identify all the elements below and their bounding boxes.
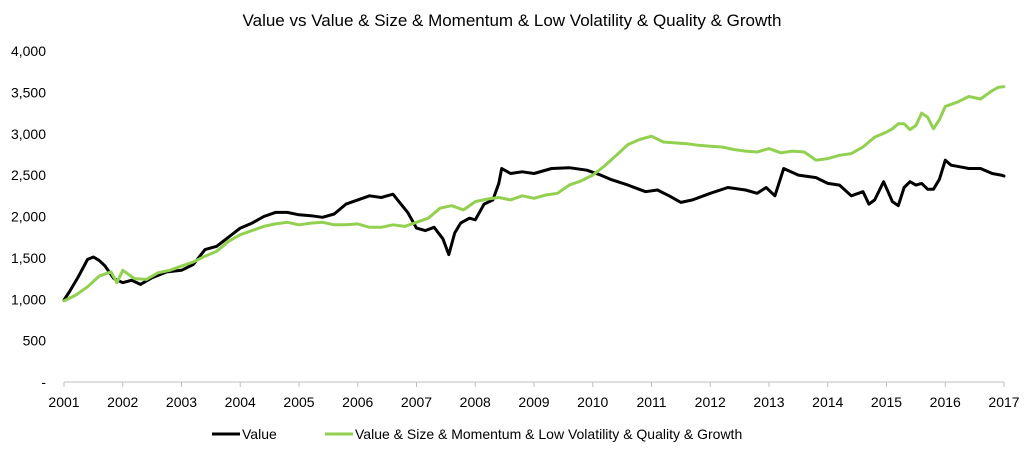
chart-title: Value vs Value & Size & Momentum & Low V… (243, 11, 782, 30)
x-tick-label: 2011 (636, 394, 666, 410)
y-tick-label: 2,000 (11, 209, 46, 225)
series-lines (62, 85, 1006, 303)
x-tick-label: 2002 (107, 394, 138, 410)
x-tick-label: 2001 (48, 394, 79, 410)
y-tick-label: 1,000 (11, 291, 46, 307)
x-tick-label: 2007 (401, 394, 432, 410)
y-tick-label: 3,000 (11, 126, 46, 142)
x-tick-label: 2014 (812, 394, 843, 410)
y-tick-label: - (41, 374, 46, 390)
x-tick-label: 2004 (225, 394, 256, 410)
series-line-1 (62, 85, 1006, 303)
legend-label: Value (242, 426, 277, 442)
x-axis-ticks: 2001 2002 2003 2004 2005 2006 2007 2008 2009 2010… (48, 382, 1020, 410)
x-tick-label: 2005 (283, 394, 314, 410)
y-tick-label: 2,500 (11, 167, 46, 183)
y-tick-label: 4,000 (11, 43, 46, 59)
y-tick-label: 3,500 (11, 84, 46, 100)
x-tick-label: 2013 (753, 394, 784, 410)
legend: Value Value & Size & Momentum & Low Volat… (212, 426, 742, 442)
x-tick-label: 2006 (342, 394, 373, 410)
x-tick-label: 2009 (518, 394, 549, 410)
series-line-0 (62, 158, 1006, 302)
x-tick-label: 2008 (460, 394, 491, 410)
x-tick-label: 2017 (988, 394, 1019, 410)
x-tick-label: 2012 (695, 394, 726, 410)
x-tick-label: 2016 (930, 394, 961, 410)
y-tick-label: 1,500 (11, 250, 46, 266)
legend-label: Value & Size & Momentum & Low Volatility… (355, 426, 742, 442)
x-tick-label: 2015 (871, 394, 902, 410)
x-tick-label: 2003 (166, 394, 197, 410)
x-tick-label: 2010 (577, 394, 608, 410)
y-axis-ticks: - 500 1,000 1,500 2,000 2,500 3,000 3,500 4,000 (11, 43, 46, 390)
y-tick-label: 500 (23, 333, 47, 349)
